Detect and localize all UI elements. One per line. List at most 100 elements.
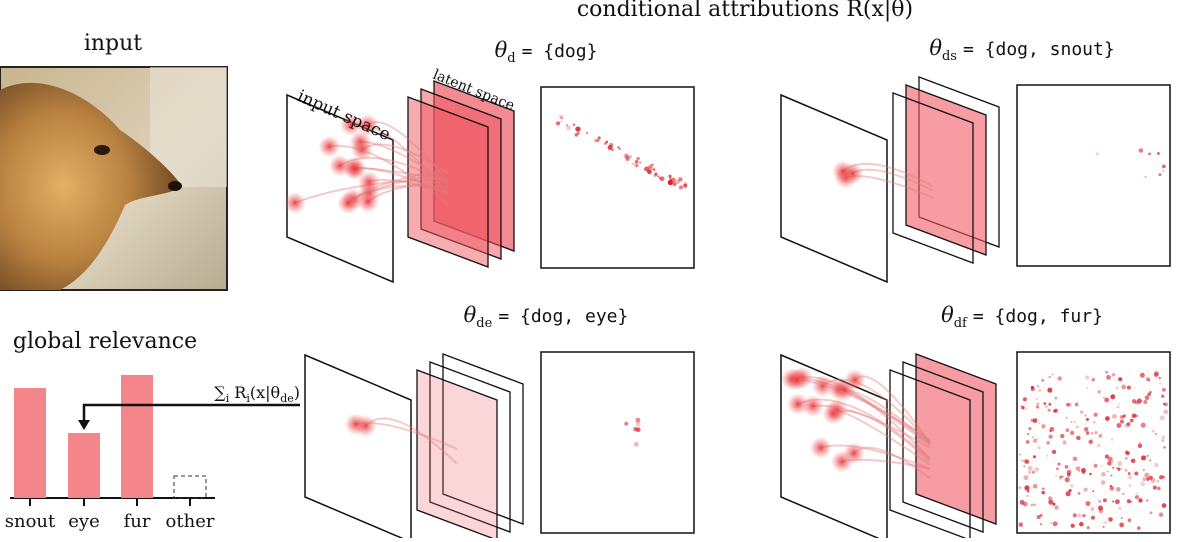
panel-subscript: df [954, 316, 968, 331]
heatmap-spot [1159, 382, 1162, 385]
heatmap-spot [1146, 499, 1149, 502]
heatmap-spot [1082, 514, 1086, 518]
heatmap-spot [1077, 491, 1081, 495]
heatmap-spot [618, 147, 621, 151]
heatmap-spot [1134, 400, 1139, 405]
heatmap-spot [572, 123, 576, 127]
heatmap-spot [1147, 392, 1151, 396]
heatmap-spot [1134, 495, 1139, 500]
heatmap-spot [1024, 459, 1030, 464]
heatmap-spot [605, 140, 609, 144]
heatmap-spot [658, 177, 662, 180]
heatmap-spot [593, 138, 598, 143]
heatmap-spot [1035, 397, 1038, 401]
heatmap-spot [1098, 505, 1103, 511]
heatmap-spot [1046, 441, 1050, 445]
heatmap-spot [1021, 459, 1023, 462]
heatmap-spot [585, 131, 589, 135]
heatmap-spot [1112, 466, 1115, 469]
heatmap-spot [636, 156, 640, 161]
heatmap-spot [1062, 440, 1067, 445]
heatmap-spot [1159, 415, 1165, 421]
heatmap-spot [1159, 475, 1164, 480]
heatmap-spot [635, 421, 641, 427]
heatmap-spot [1052, 502, 1056, 506]
heatmap-spot [1137, 443, 1143, 449]
heatmap-spot [1117, 461, 1123, 466]
heatmap-spot [1088, 439, 1093, 444]
heatmap-spot [1058, 477, 1063, 481]
heatmap-spot [1047, 408, 1051, 412]
heatmap-spot [683, 183, 688, 188]
heatmap-spot [597, 136, 601, 140]
heatmap-spot [1126, 385, 1131, 390]
heatmap-spot [1151, 429, 1155, 433]
heatmap-spot [1068, 488, 1072, 493]
heatmap-spot [1023, 501, 1028, 507]
heatmap-spot [1048, 402, 1052, 406]
heatmap-spot [1066, 402, 1070, 407]
heatmap-spot [635, 427, 641, 433]
heatmap-spot [1086, 386, 1089, 389]
input-label: input [84, 31, 142, 56]
heatmap-spot [648, 164, 653, 169]
heatmap-spot [1051, 449, 1057, 454]
latent-plane [915, 353, 997, 525]
heatmap-spot [1076, 513, 1082, 518]
heatmap-spot [1057, 462, 1061, 466]
relevance-blob [809, 436, 832, 459]
heatmap-spot [1036, 402, 1040, 406]
heatmap-spot [1116, 387, 1119, 390]
heatmap-spot [1032, 455, 1036, 459]
heatmap-spot [596, 138, 600, 143]
heatmap-spot [1156, 480, 1159, 483]
heatmap-spot [1112, 500, 1115, 503]
heatmap-spot [1072, 420, 1076, 424]
heatmap-spot [617, 146, 620, 149]
heatmap-spot [1039, 513, 1043, 517]
heatmap [540, 86, 695, 269]
relevance-blob [831, 160, 854, 183]
annotation-subscript: i [246, 392, 250, 405]
heatmap-spot [1091, 379, 1094, 382]
heatmap-spot [1069, 430, 1075, 436]
heatmap-spot [1153, 462, 1159, 468]
heatmap-spot [1116, 486, 1121, 492]
heatmap-spot [651, 163, 654, 167]
heatmap-spot [1104, 416, 1110, 422]
heatmap-spot [560, 120, 563, 123]
heatmap-spot [1065, 416, 1068, 419]
heatmap-spot [1114, 499, 1120, 505]
heatmap-spot [1138, 441, 1142, 444]
x-tick-label: fur [124, 511, 151, 532]
heatmap-spot [1108, 517, 1113, 522]
heatmap-spot [1163, 446, 1166, 449]
panel-set: = {dog, eye} [498, 306, 628, 327]
heatmap-spot [1102, 396, 1106, 399]
heatmap-spot [1076, 435, 1081, 441]
heatmap-spot [1127, 518, 1132, 523]
heatmap-spot [1072, 513, 1077, 518]
heatmap-spot [625, 156, 630, 161]
heatmap-spot [575, 126, 581, 132]
heatmap [1016, 351, 1171, 534]
heatmap-spot [1048, 499, 1054, 505]
relevance-blob [811, 374, 834, 397]
heatmap-spot [1148, 475, 1153, 480]
heatmap-spot [1102, 498, 1107, 503]
panel-set: = {dog, fur} [973, 306, 1103, 327]
heatmap-spot [1111, 372, 1116, 377]
attribution-panel: θdf = {dog, fur} [780, 303, 1171, 542]
heatmap-spot [1045, 405, 1048, 408]
heatmap-spot [556, 121, 561, 126]
heatmap-spot [1034, 467, 1039, 472]
latent-plane [442, 353, 524, 525]
heatmap-spot [1140, 481, 1146, 487]
heatmap-spot [607, 145, 613, 151]
heatmap-spot [1024, 485, 1030, 491]
figure-title: conditional attributions R(x|θ) [577, 0, 913, 22]
heatmap-spot [1043, 402, 1047, 405]
annotation: ∑i Ri(x|θde) [214, 383, 300, 405]
heatmap-spot [1131, 413, 1137, 418]
